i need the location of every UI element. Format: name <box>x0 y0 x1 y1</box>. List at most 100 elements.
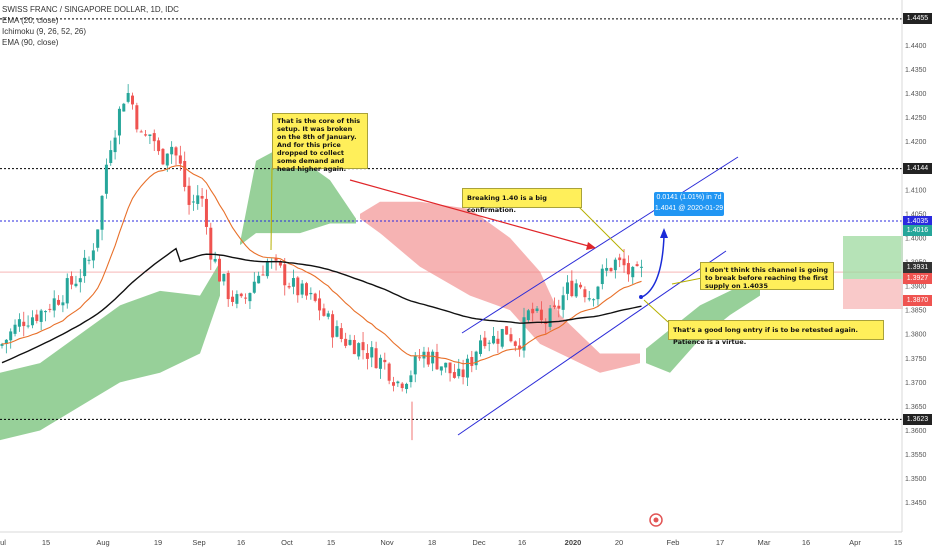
candle-body <box>566 282 569 294</box>
candle-body <box>592 299 596 301</box>
y-tick-label: 1.3500 <box>905 476 927 483</box>
candle-body <box>552 305 556 307</box>
candle-body <box>531 308 535 314</box>
price-badge: 1.4035 <box>903 215 932 227</box>
candle-body <box>83 257 87 277</box>
y-tick-label: 1.4300 <box>905 91 927 98</box>
y-tick-label: 1.3900 <box>905 284 927 291</box>
candle-body <box>461 369 465 378</box>
candle-body <box>361 342 365 351</box>
candle-body <box>400 383 404 389</box>
note-pointer-channel <box>671 277 703 285</box>
candle-body <box>161 148 165 165</box>
x-axis: ul 15 Aug 19 Sep 16 Oct 15 Nov 18 Dec 16 2020 20 Feb 17… <box>0 531 902 547</box>
candle-body <box>257 275 261 284</box>
candle-body <box>178 155 182 164</box>
candle-body <box>370 347 374 358</box>
candle-body <box>283 264 287 286</box>
level-badge: 1.4144 <box>903 163 932 175</box>
candle-body <box>526 310 530 321</box>
y-tick-label: 1.4200 <box>905 139 927 146</box>
ichimoku-cloud <box>0 151 760 441</box>
stop-zone <box>843 279 903 309</box>
candle-body <box>339 328 343 339</box>
candle-body <box>52 298 56 311</box>
measure-line2: 1.4041 @ 2020-01-29 <box>654 205 724 212</box>
candle-body <box>218 258 221 282</box>
x-tick-label: Feb <box>667 538 680 547</box>
candle-body <box>335 326 339 337</box>
candle-body <box>579 284 583 288</box>
candle-body <box>631 266 635 278</box>
candle-body <box>483 337 487 347</box>
candle-body <box>492 335 496 344</box>
candle-body <box>539 309 543 321</box>
candle-body <box>587 298 591 300</box>
legend-ema90[interactable]: EMA (90, close) <box>2 38 59 47</box>
candle-body <box>413 355 417 375</box>
candle-body <box>209 227 213 260</box>
measure-line1: 0.0141 (1.01%) in 7d <box>656 194 722 201</box>
candle-body <box>505 326 509 335</box>
target-zone <box>843 236 903 279</box>
candle-body <box>583 289 587 298</box>
x-tick-label: Apr <box>849 538 861 547</box>
x-tick-label: Nov <box>380 538 394 547</box>
candle-body <box>374 348 378 369</box>
annotation-long-entry[interactable]: That's a good long entry if is to be ret… <box>668 320 884 346</box>
candle-body <box>87 259 91 261</box>
ema-lines <box>1 165 642 365</box>
candle-body <box>574 283 578 297</box>
candle-body <box>148 134 152 136</box>
price-badge: 1.4016 <box>903 224 932 236</box>
candle-body <box>300 283 304 295</box>
candle-body <box>444 362 448 368</box>
candle-body <box>639 266 643 268</box>
candle-body <box>487 342 491 344</box>
candle-body <box>78 278 82 283</box>
y-tick-label: 1.3600 <box>905 428 927 435</box>
candle-body <box>200 196 204 199</box>
x-tick-label: Sep <box>192 538 205 547</box>
candle-body <box>65 278 69 304</box>
y-tick-label: 1.3450 <box>905 500 927 507</box>
candle-body <box>457 368 461 377</box>
y-tick-label: 1.4400 <box>905 43 927 50</box>
candle-body <box>35 314 39 321</box>
legend-ema20[interactable]: EMA (20, close) <box>2 16 59 25</box>
candle-body <box>635 264 639 267</box>
candle-body <box>248 293 252 302</box>
candle-body <box>226 272 230 300</box>
y-tick-label: 1.4000 <box>905 235 927 242</box>
candle-body <box>126 93 130 102</box>
candle-body <box>131 95 134 105</box>
candle-body <box>109 150 113 164</box>
candle-body <box>513 341 517 346</box>
price-badge: 1.3870 <box>903 295 932 306</box>
candle-body <box>426 351 430 365</box>
annotation-channel[interactable]: I don't think this channel is going to b… <box>700 262 834 290</box>
x-tick-label: 2020 <box>565 538 582 547</box>
candle-body <box>618 257 622 261</box>
candle-body <box>405 383 409 390</box>
candle-body <box>626 263 630 275</box>
candle-body <box>183 160 187 187</box>
candle-body <box>357 343 361 357</box>
candle-body <box>17 319 21 327</box>
level-badge: 1.3623 <box>903 413 932 425</box>
x-tick-label: 20 <box>615 538 623 547</box>
candle-body <box>318 298 322 311</box>
annotation-core-setup[interactable]: That is the core of this setup. It was b… <box>272 113 368 173</box>
annotation-breaking[interactable]: Breaking 1.40 is a big confirmation. <box>462 188 582 214</box>
candle-body <box>470 357 474 366</box>
candle-body <box>61 302 65 306</box>
legend-ichimoku[interactable]: Ichimoku (9, 26, 52, 26) <box>2 27 87 36</box>
projection-arrow-head <box>660 228 668 238</box>
y-tick-label: 1.3650 <box>905 404 927 411</box>
y-tick-label: 1.4050 <box>905 211 927 218</box>
candle-body <box>213 258 217 262</box>
y-tick-label: 1.4250 <box>905 115 927 122</box>
candle-body <box>113 137 117 153</box>
price-badge: 1.3931 <box>903 261 932 273</box>
